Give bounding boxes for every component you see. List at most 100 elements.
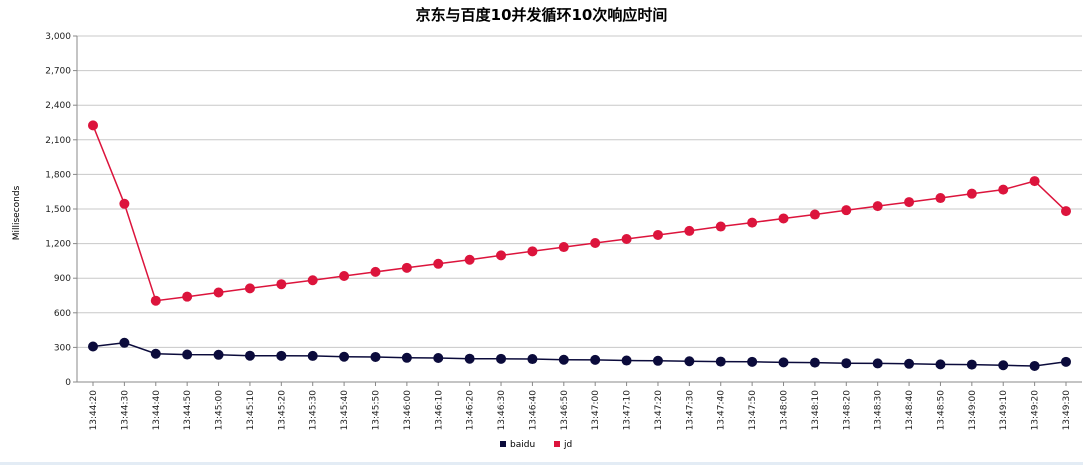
- data-point-baidu: [998, 360, 1009, 371]
- data-point-jd: [998, 184, 1009, 195]
- data-point-baidu: [433, 353, 444, 364]
- x-tick-label: 13:47:20: [654, 390, 664, 431]
- data-point-baidu: [527, 354, 538, 365]
- y-tick-label: 3,000: [45, 32, 71, 42]
- x-tick-label: 13:46:50: [560, 390, 570, 431]
- legend-label-baidu: baidu: [510, 440, 535, 450]
- data-point-jd: [872, 201, 883, 212]
- data-point-baidu: [684, 356, 695, 367]
- x-tick-label: 13:49:30: [1062, 390, 1072, 431]
- x-tick-label: 13:45:10: [246, 390, 256, 431]
- data-point-baidu: [872, 358, 883, 369]
- x-tick-label: 13:45:50: [371, 390, 381, 431]
- y-tick-label: 1,500: [45, 205, 71, 215]
- data-point-baidu: [841, 358, 852, 369]
- y-tick-label: 900: [54, 274, 71, 284]
- data-point-baidu: [809, 357, 820, 368]
- data-point-baidu: [370, 351, 381, 362]
- data-point-jd: [276, 279, 287, 290]
- data-point-jd: [370, 266, 381, 277]
- data-point-baidu: [590, 354, 601, 365]
- series-line-jd: [92, 125, 1067, 302]
- x-tick-label: 13:48:50: [936, 390, 946, 431]
- data-point-jd: [119, 198, 130, 209]
- data-point-baidu: [652, 355, 663, 366]
- data-point-jd: [1061, 206, 1071, 217]
- data-point-jd: [244, 283, 255, 294]
- x-tick-label: 13:47:40: [717, 390, 727, 431]
- x-tick-label: 13:46:40: [528, 390, 538, 431]
- data-point-baidu: [244, 350, 255, 361]
- data-point-jd: [339, 271, 350, 282]
- data-point-baidu: [150, 348, 161, 359]
- x-tick-label: 13:48:00: [780, 390, 790, 431]
- data-point-baidu: [1029, 360, 1040, 371]
- y-tick-label: 2,100: [45, 136, 71, 146]
- data-point-baidu: [904, 358, 915, 369]
- legend-swatch-jd: [554, 441, 560, 447]
- data-point-jd: [1029, 176, 1040, 187]
- data-point-jd: [904, 197, 915, 208]
- x-tick-label: 13:46:00: [403, 390, 413, 431]
- series-line-baidu: [92, 342, 1067, 367]
- data-point-baidu: [213, 349, 224, 360]
- data-point-jd: [558, 242, 569, 253]
- data-point-jd: [527, 246, 538, 257]
- data-point-baidu: [119, 337, 130, 348]
- data-point-jd: [715, 221, 726, 232]
- data-point-baidu: [276, 350, 287, 361]
- x-tick-label: 13:44:20: [89, 390, 99, 431]
- data-point-jd: [778, 213, 789, 224]
- data-point-jd: [496, 250, 507, 261]
- bottom-divider: [0, 462, 1083, 465]
- data-point-baidu: [747, 356, 758, 367]
- x-tick-label: 13:45:20: [277, 390, 287, 431]
- x-tick-label: 13:47:50: [748, 390, 758, 431]
- y-tick-label: 1,800: [45, 170, 71, 180]
- data-point-jd: [213, 287, 224, 298]
- data-point-jd: [841, 205, 852, 216]
- data-point-jd: [433, 258, 444, 269]
- data-point-jd: [966, 188, 977, 199]
- data-point-jd: [401, 262, 412, 273]
- data-point-baidu: [339, 351, 350, 362]
- data-point-jd: [307, 275, 318, 286]
- data-point-baidu: [778, 357, 789, 368]
- data-point-jd: [464, 254, 475, 265]
- data-point-jd: [182, 291, 193, 302]
- x-tick-label: 13:48:20: [842, 390, 852, 431]
- data-point-jd: [150, 295, 161, 306]
- data-point-baidu: [621, 355, 632, 366]
- y-tick-label: 600: [54, 309, 71, 319]
- y-tick-label: 2,700: [45, 67, 71, 77]
- legend-swatch-baidu: [500, 441, 506, 447]
- x-tick-label: 13:45:40: [340, 390, 350, 431]
- x-tick-label: 13:49:00: [968, 390, 978, 431]
- y-tick-label: 1,200: [45, 240, 71, 250]
- data-point-baidu: [464, 353, 475, 364]
- chart-title: 京东与百度10并发循环10次响应时间: [415, 6, 668, 24]
- x-tick-label: 13:49:20: [1031, 390, 1041, 431]
- y-tick-label: 0: [65, 378, 71, 388]
- x-tick-label: 13:44:40: [152, 390, 162, 431]
- data-point-jd: [809, 209, 820, 220]
- legend-label-jd: jd: [563, 440, 572, 450]
- data-point-jd: [747, 217, 758, 228]
- x-tick-label: 13:48:10: [811, 390, 821, 431]
- data-point-baidu: [182, 349, 193, 360]
- x-tick-label: 13:45:30: [309, 390, 319, 431]
- data-point-jd: [652, 229, 663, 240]
- x-tick-label: 13:46:30: [497, 390, 507, 431]
- data-point-jd: [621, 233, 632, 244]
- x-tick-label: 13:44:50: [183, 390, 193, 431]
- data-point-baidu: [88, 341, 98, 352]
- y-tick-label: 300: [54, 343, 71, 353]
- data-point-baidu: [1061, 356, 1071, 367]
- data-point-jd: [88, 120, 98, 131]
- data-point-baidu: [496, 353, 507, 364]
- data-point-jd: [590, 238, 601, 249]
- x-tick-label: 13:47:30: [685, 390, 695, 431]
- x-tick-label: 13:48:30: [874, 390, 884, 431]
